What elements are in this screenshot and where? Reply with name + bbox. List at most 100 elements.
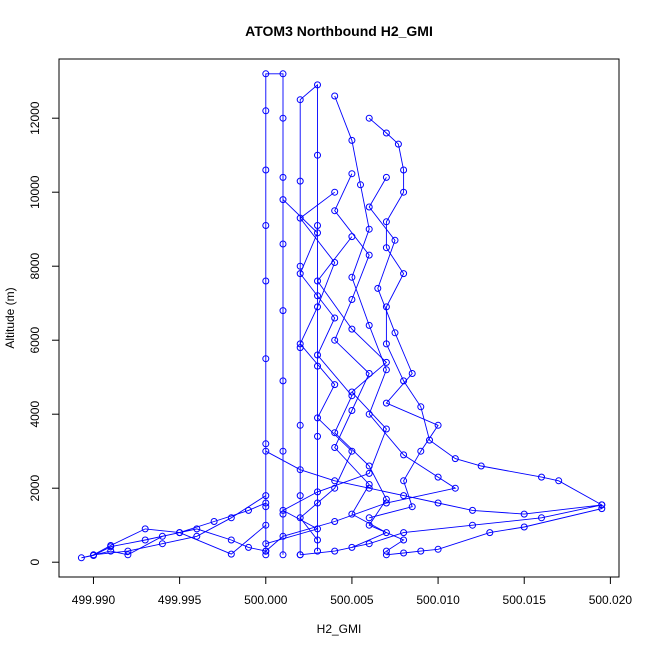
data-point <box>365 484 373 492</box>
data-point <box>262 222 270 229</box>
series-line <box>265 450 602 556</box>
data-point <box>296 344 304 352</box>
data-point <box>314 292 321 300</box>
series-line <box>265 73 284 555</box>
data-point <box>314 525 321 533</box>
data-point <box>520 510 528 518</box>
data-point <box>77 554 85 562</box>
data-point <box>314 547 321 555</box>
series-lines <box>81 73 603 559</box>
data-point <box>348 407 356 414</box>
data-point <box>279 532 287 540</box>
data-point <box>348 543 356 551</box>
data-point <box>382 218 390 226</box>
data-point <box>279 447 287 455</box>
data-point <box>227 514 235 522</box>
x-tick-label: 500.005 <box>330 593 374 607</box>
data-point <box>314 351 321 359</box>
data-point <box>331 259 339 266</box>
data-points <box>77 70 606 562</box>
data-point <box>382 495 390 503</box>
data-point <box>141 536 149 544</box>
data-point <box>382 547 390 555</box>
data-point <box>382 551 390 559</box>
data-point <box>314 81 321 89</box>
data-point <box>262 440 270 448</box>
data-point <box>348 392 356 400</box>
data-point <box>365 114 373 122</box>
data-point <box>382 173 390 181</box>
data-point <box>382 425 390 433</box>
data-point <box>417 403 425 411</box>
data-point <box>314 229 321 237</box>
data-point <box>107 542 115 549</box>
data-point <box>176 529 184 537</box>
axes: 499.990 499.995 500.000 500.005 500.010 500.0… <box>28 101 632 607</box>
data-point <box>296 214 304 222</box>
data-point <box>417 447 425 455</box>
data-point <box>331 547 339 555</box>
data-point <box>348 136 356 144</box>
data-point <box>365 370 373 377</box>
x-tick-label: 499.995 <box>158 593 202 607</box>
data-point <box>296 262 304 270</box>
data-point <box>365 321 373 329</box>
data-point <box>382 340 390 348</box>
data-point <box>348 447 356 455</box>
data-point <box>348 296 356 303</box>
data-point <box>417 547 425 555</box>
data-point <box>400 451 408 459</box>
data-point <box>434 499 442 507</box>
data-point <box>382 499 390 507</box>
data-point <box>394 140 402 148</box>
y-tick-label: 10000 <box>28 175 42 209</box>
data-point <box>193 525 201 533</box>
x-axis-label: H2_GMI <box>317 622 362 636</box>
data-point <box>262 447 270 455</box>
data-point <box>279 196 287 204</box>
data-point <box>365 521 373 529</box>
data-point <box>296 514 304 522</box>
data-point <box>382 529 390 537</box>
data-point <box>331 381 339 389</box>
data-point <box>331 336 339 344</box>
data-point <box>314 303 321 311</box>
data-point <box>262 547 270 555</box>
data-point <box>400 188 408 196</box>
data-point <box>477 462 485 470</box>
data-point <box>382 366 390 374</box>
data-point <box>331 429 339 437</box>
data-point <box>486 529 494 537</box>
x-tick-label: 499.990 <box>72 593 116 607</box>
x-tick-label: 500.010 <box>416 593 460 607</box>
data-point <box>382 244 390 252</box>
data-point <box>451 455 459 463</box>
series-line <box>334 173 388 548</box>
data-point <box>331 518 339 525</box>
data-point <box>408 503 416 511</box>
data-point <box>598 505 606 513</box>
data-point <box>331 188 339 196</box>
data-point <box>279 377 287 385</box>
data-point <box>348 273 356 281</box>
data-point <box>314 432 321 440</box>
data-point <box>296 177 304 185</box>
y-tick-label: 12000 <box>28 101 42 135</box>
data-point <box>296 466 304 474</box>
data-point <box>400 492 408 500</box>
data-point <box>365 540 373 548</box>
data-point <box>391 329 399 337</box>
y-tick-label: 0 <box>28 559 42 566</box>
data-point <box>262 107 270 115</box>
data-point <box>382 303 390 311</box>
series-line <box>93 495 267 556</box>
data-point <box>348 388 356 396</box>
data-point <box>365 203 373 211</box>
data-point <box>520 523 528 531</box>
data-point <box>348 233 356 241</box>
data-point <box>158 540 166 548</box>
data-point <box>262 503 270 511</box>
data-point <box>331 484 339 492</box>
series-line <box>368 117 603 556</box>
